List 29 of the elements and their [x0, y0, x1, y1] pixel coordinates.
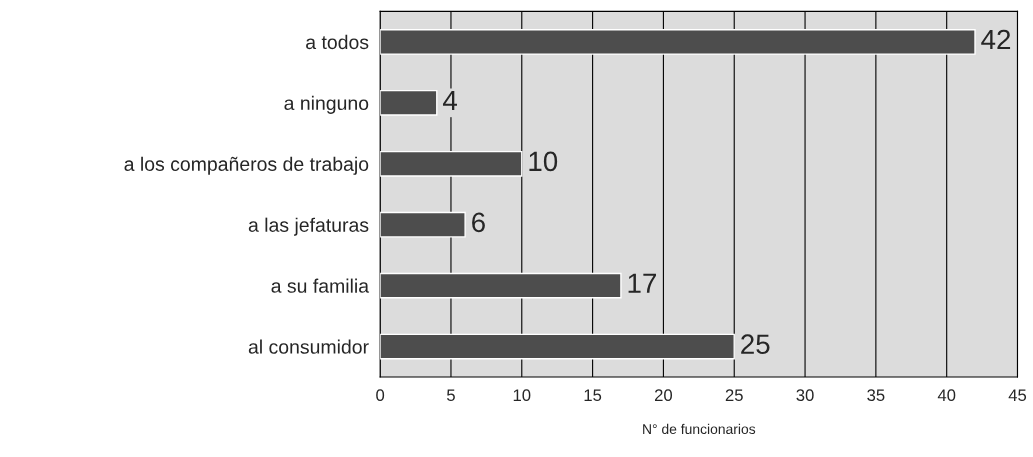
- y-tick-label: al consumidor: [248, 339, 369, 354]
- y-tick-label: a las jefaturas: [248, 217, 369, 236]
- x-tick-label: 15: [584, 389, 602, 402]
- x-tick-label: 45: [1008, 389, 1027, 402]
- x-tick-label: 35: [867, 389, 885, 402]
- bar: [380, 333, 735, 360]
- x-tick-label: 40: [937, 389, 956, 402]
- bar: [380, 150, 523, 177]
- data-label: 17: [628, 273, 656, 293]
- data-label: 25: [741, 334, 770, 355]
- y-tick-label: a todos: [306, 34, 369, 50]
- bar: [380, 211, 466, 238]
- bar: [380, 29, 976, 55]
- x-tick-label: 0: [376, 389, 385, 402]
- y-tick-label: a ninguno: [284, 95, 369, 114]
- x-tick-label: 30: [796, 389, 814, 402]
- data-label: 42: [981, 29, 1011, 50]
- data-label: 4: [442, 90, 457, 111]
- x-tick-label: 25: [725, 389, 743, 402]
- y-tick-label: a su familia: [271, 278, 370, 293]
- bar: [380, 272, 622, 299]
- data-label: 10: [529, 151, 558, 172]
- bar: [380, 89, 438, 116]
- x-tick-label: 20: [654, 389, 673, 402]
- x-tick-label: 10: [513, 389, 531, 402]
- x-axis-title: N° de funcionarios: [643, 423, 756, 435]
- y-tick-label: a los compañeros de trabajo: [124, 156, 369, 175]
- x-tick-label: 5: [446, 389, 455, 402]
- data-label: 6: [472, 212, 485, 233]
